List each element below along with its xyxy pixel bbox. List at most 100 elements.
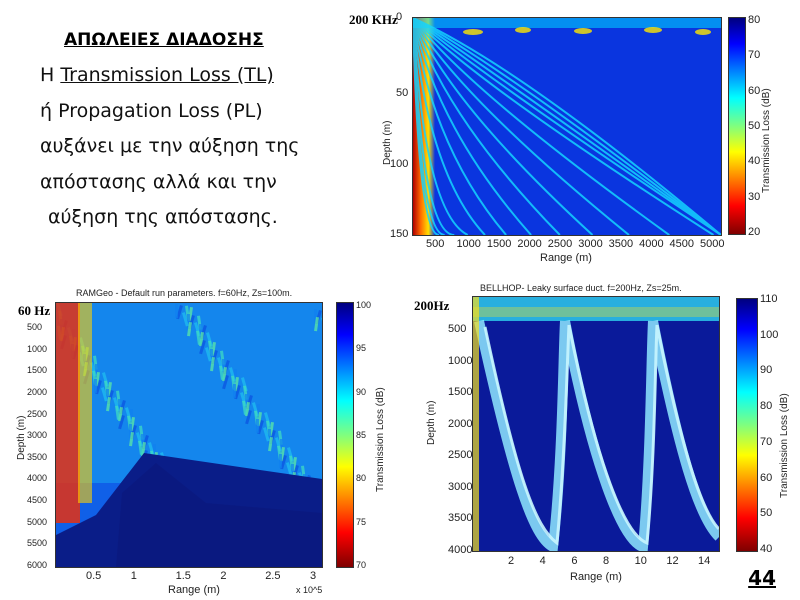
chart3-cbar-tick-3: 80 [760,400,773,413]
chart1-colorbar [728,17,746,235]
text-line-2: ή Propagation Loss (PL) [40,100,263,122]
chart2-xtick-3: 2 [220,570,227,582]
text-line-4: απόστασης αλλά και την [40,171,277,193]
chart1-xtick-1: 1000 [456,238,481,250]
chart2-xtick-5: 3 [310,570,317,582]
chart1-heatmap-svg [413,18,721,235]
chart1-ray [413,18,630,235]
chart2-xlabel: Range (m) [168,584,220,596]
chart2-texture-mark [286,462,293,477]
chart3-ytick-6: 3500 [448,512,473,525]
chart2-cbar-tick-2: 90 [356,386,367,397]
chart3-ylabel: Depth (m) [426,400,437,445]
chart2-texture-mark [210,349,213,363]
chart3-cbar-tick-6: 50 [760,507,773,520]
chart1-ray [413,18,561,235]
chart2-texture-mark [222,359,225,373]
chart1-cbar-tick-1: 70 [748,49,761,62]
chart3-heatmap-svg [473,297,719,551]
chart3-cbar-tick-4: 70 [760,435,773,448]
chart2-cbar-tick-4: 80 [356,473,367,484]
chart2-texture-mark [118,414,125,430]
chart2-texture-mark [280,439,283,453]
chart2-texture-mark [187,322,192,337]
chart3-ytick-1: 1000 [448,354,473,367]
chart2-texture-mark [242,400,247,415]
chart2-texture-mark [257,404,260,418]
text-line-5: αύξηση της απόστασης. [48,206,278,228]
chart1-cbar-tick-0: 80 [748,14,761,26]
chart2-texture-mark [263,427,270,442]
chart2-texture-mark [245,410,252,425]
chart3-xtick-0: 2 [508,555,515,567]
chart2-ytick-3: 2000 [27,386,48,397]
chart1-ytick-0: 0 [396,11,403,23]
chart3-xlabel: Range (m) [570,571,622,583]
chart2-texture-mark [199,324,202,338]
chart2-texture-mark [268,437,273,452]
chart2-texture-mark [153,444,156,458]
chart2-ytick-9: 5000 [27,516,48,527]
chart2-texture-mark [118,399,121,413]
chart2-texture-mark [187,314,190,328]
chart2-ytick-4: 2500 [27,408,48,419]
chart1-cbar-tick-4: 40 [748,155,761,168]
chart2-ytick-2: 1500 [27,365,48,376]
chart2-ytick-8: 4500 [27,495,48,506]
text-line-3: αυξάνει με την αύξηση της [40,135,300,157]
chart2-ytick-11: 6000 [27,560,48,570]
chart2-cbar-tick-6: 70 [356,560,367,570]
chart2-xtick-0: 0.5 [86,570,102,582]
chart2-ytick-6: 3500 [27,451,48,462]
chart1-cbar-tick-5: 30 [748,190,761,203]
chart2-texture-mark [279,454,282,468]
chart2-xtick-4: 2.5 [265,570,281,582]
chart2-texture-mark [115,405,120,420]
chart1-ray [413,18,670,235]
chart2-texture-mark [195,330,201,345]
chart2-texture-mark [130,409,133,423]
chart2-texture-mark [129,424,132,438]
chart2-texture-mark [175,304,178,318]
chart1-xtick-9: 5000 [700,238,725,250]
chart3-ytick-4: 2500 [448,449,473,462]
chart1-xtick-0: 500 [426,238,445,250]
chart1-ray [413,18,455,235]
chart1-xtick-4: 2500 [547,238,573,250]
chart2-ytick-0: 500 [27,322,43,332]
chart1-ray [413,18,721,235]
chart3-xtick-4: 10 [634,555,647,567]
chart2-texture-mark [94,379,97,393]
chart3-tag: 200Hz [414,298,450,313]
chart2-ytick-7: 4000 [27,473,48,484]
chart2-texture-mark [219,365,224,380]
chart2-ytick-10: 5500 [27,538,48,549]
chart2-texture-mark [234,369,237,383]
chart2-colorbar-label: Transmission Loss (dB) [375,387,386,492]
chart1-ray [413,18,507,235]
chart3-ytick-3: 2000 [448,417,473,430]
chart2-texture-mark [222,375,229,390]
chart2-cbar-tick-5: 75 [356,516,367,527]
chart3-cbar-tick-5: 60 [760,471,773,484]
chart2-texture-mark [314,309,317,323]
chart1-heatmap [412,17,722,236]
chart3-ytick-0: 500 [448,323,467,335]
chart3-cbar-tick-7: 40 [760,543,773,555]
chart2-texture-mark [138,440,143,455]
chart1-xtick-3: 2000 [517,238,542,250]
chart1-xtick-2: 1500 [486,238,512,250]
chart3-ytick-5: 3000 [448,480,473,493]
chart3-ytick-7: 4000 [448,544,473,556]
chart2-heatmap [55,302,323,568]
chart3-title: BELLHOP- Leaky surface duct. f=200Hz, Zs… [480,283,682,293]
chart3-xtick-1: 4 [539,555,546,567]
chart3-colorbar-label: Transmission Loss (dB) [779,393,790,498]
chart3-cbar-tick-0: 110 [760,293,778,305]
chart2-ytick-5: 3000 [27,430,48,441]
chart2-ylabel: Depth (m) [16,415,27,460]
chart2-texture-mark [199,340,206,355]
chart1-ray [413,18,486,235]
chart1-ray [413,18,715,235]
page-number: 44 [748,566,776,590]
